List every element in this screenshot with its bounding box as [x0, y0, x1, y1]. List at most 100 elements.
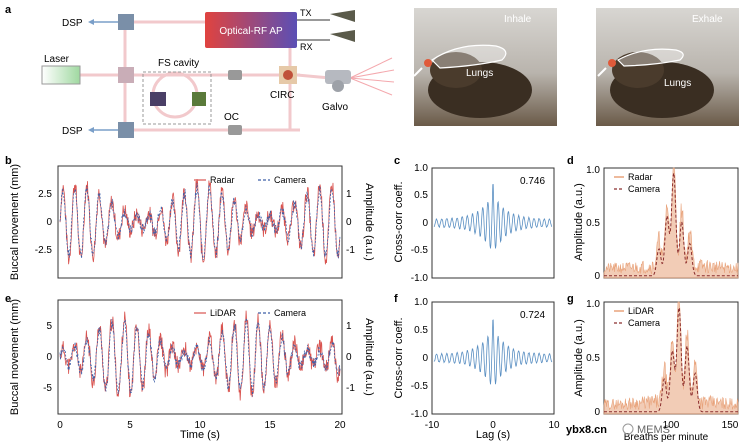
xtick-f-1: 0	[490, 420, 496, 431]
ytick-right-e-1: 0	[346, 352, 352, 363]
tx-label: TX	[300, 8, 312, 18]
photodetector-bottom	[118, 122, 134, 138]
ytick-right-e-0: 1	[346, 321, 352, 332]
wechat-icon	[622, 423, 634, 435]
ytick-c-0: 1.0	[414, 163, 428, 174]
legend-lidar-g: LiDAR	[628, 306, 655, 316]
panel-letter-a: a	[5, 4, 12, 16]
ytick-f-0: 1.0	[414, 297, 428, 308]
ytick-e-1: 0	[46, 352, 52, 363]
ytick-right-b-0: 1	[346, 189, 352, 200]
inhale-photo: Inhale Lungs	[414, 8, 557, 126]
ytick-g-0: 1.0	[586, 299, 600, 310]
cavity-filter-icon	[192, 92, 206, 106]
ytick-g-2: 0	[594, 407, 600, 418]
frame-f	[431, 301, 555, 415]
coupler-icon	[228, 70, 242, 80]
panel-letter-b: b	[5, 155, 12, 167]
ytick-right-b-1: 0	[346, 217, 352, 228]
ylabel-right-b: Amplitude (a.u.)	[363, 183, 375, 261]
modulator-block	[118, 67, 134, 83]
ylabel-right-e: Amplitude (a.u.)	[363, 318, 375, 396]
panel-letter-e: e	[5, 293, 11, 305]
series-camera-e	[59, 318, 341, 397]
xtick-e-3: 15	[264, 420, 276, 431]
legend-lidar-e: LiDAR	[210, 308, 237, 318]
xcorr-value-f: 0.724	[520, 310, 545, 321]
xcorr-curve-f	[433, 319, 553, 385]
chart-panels: b c d e f g Buccal movement (mm) Buccal …	[5, 155, 739, 443]
ytick-c-2: 0	[422, 218, 428, 229]
legend-camera-g: Camera	[628, 318, 660, 328]
ytick-c-4: -1.0	[411, 273, 429, 284]
rx-antenna-icon	[330, 30, 355, 42]
ytick-e-2: -5	[43, 383, 52, 394]
ytick-right-e-2: -1	[346, 383, 355, 394]
series-camera-b	[59, 183, 341, 261]
ytick-b-0: 2.5	[38, 189, 52, 200]
tx-antenna-icon	[330, 10, 355, 22]
panel-letter-f: f	[394, 293, 398, 305]
ylabel-g: Amplitude (a.u.)	[573, 319, 585, 397]
legend-camera-d: Camera	[628, 184, 660, 194]
ytick-f-3: -0.5	[411, 381, 429, 392]
legend-radar-d: Radar	[628, 172, 653, 182]
exhale-photo: Exhale Lungs	[596, 8, 739, 126]
oc-coupler-icon	[228, 125, 242, 135]
ytick-d-1: 0.5	[586, 218, 600, 229]
galvo-icon	[325, 70, 351, 84]
xtick-g-0: 100	[663, 420, 680, 431]
panel-letter-d: d	[567, 155, 574, 167]
ytick-e-0: 5	[46, 321, 52, 332]
laser-label: Laser	[44, 54, 70, 65]
panel-letter-g: g	[567, 293, 574, 305]
circ-label: CIRC	[270, 90, 294, 101]
watermark-right: MEMS	[637, 424, 670, 436]
optical-rf-ap-box	[205, 12, 297, 48]
ylabel-f: Cross-corr coeff.	[393, 317, 405, 398]
xtick-e-4: 20	[334, 420, 346, 431]
spectrum-radar-d	[603, 167, 739, 279]
watermark-left: ybx8.cn	[566, 424, 607, 436]
galvo-label: Galvo	[322, 102, 349, 113]
exhale-label: Exhale	[692, 14, 723, 25]
ylabel-e: Buccal movement (mm)	[9, 299, 21, 415]
lungs-label-exhale: Lungs	[664, 78, 691, 89]
xtick-e-1: 5	[127, 420, 133, 431]
xtick-e-2: 10	[194, 420, 206, 431]
ytick-c-3: -0.5	[411, 245, 429, 256]
ytick-g-1: 0.5	[586, 353, 600, 364]
lungs-outline-inhale	[431, 44, 507, 69]
inhale-label: Inhale	[504, 14, 532, 25]
ytick-c-1: 0.5	[414, 190, 428, 201]
ytick-right-b-2: -1	[346, 245, 355, 256]
ytick-f-4: -1.0	[411, 409, 429, 420]
ylabel-d: Amplitude (a.u.)	[573, 183, 585, 261]
lungs-outline-exhale	[617, 48, 684, 67]
xtick-f-0: -10	[425, 420, 440, 431]
oc-label: OC	[224, 112, 239, 123]
lungs-label-inhale: Lungs	[466, 68, 493, 79]
rx-label: RX	[300, 42, 313, 52]
ytick-d-0: 1.0	[586, 165, 600, 176]
optical-rf-ap-label: Optical-RF AP	[219, 26, 283, 37]
series-lidar-e	[59, 310, 341, 401]
xcorr-value-c: 0.746	[520, 176, 545, 187]
xtick-g-1: 150	[722, 420, 739, 431]
frame-b	[57, 165, 343, 279]
xcorr-curve-c	[433, 183, 553, 249]
xtick-f-2: 10	[548, 420, 560, 431]
ytick-b-2: -2.5	[35, 245, 53, 256]
ylabel-b: Buccal movement (mm)	[9, 164, 21, 280]
laser-icon	[41, 65, 81, 85]
optical-schematic: a DSP DSP Optical-RF AP TX RX Laser FS c…	[5, 4, 395, 138]
dsp-top-label: DSP	[62, 18, 83, 29]
panel-letter-c: c	[394, 155, 400, 167]
ylabel-c: Cross-corr coeff.	[393, 181, 405, 262]
ytick-f-1: 0.5	[414, 325, 428, 336]
ytick-d-2: 0	[594, 271, 600, 282]
legend-radar-b: Radar	[210, 175, 235, 185]
frame-e	[57, 299, 343, 415]
xlabel-g: Breaths per minute	[624, 432, 709, 443]
ytick-b-1: 0	[46, 217, 52, 228]
